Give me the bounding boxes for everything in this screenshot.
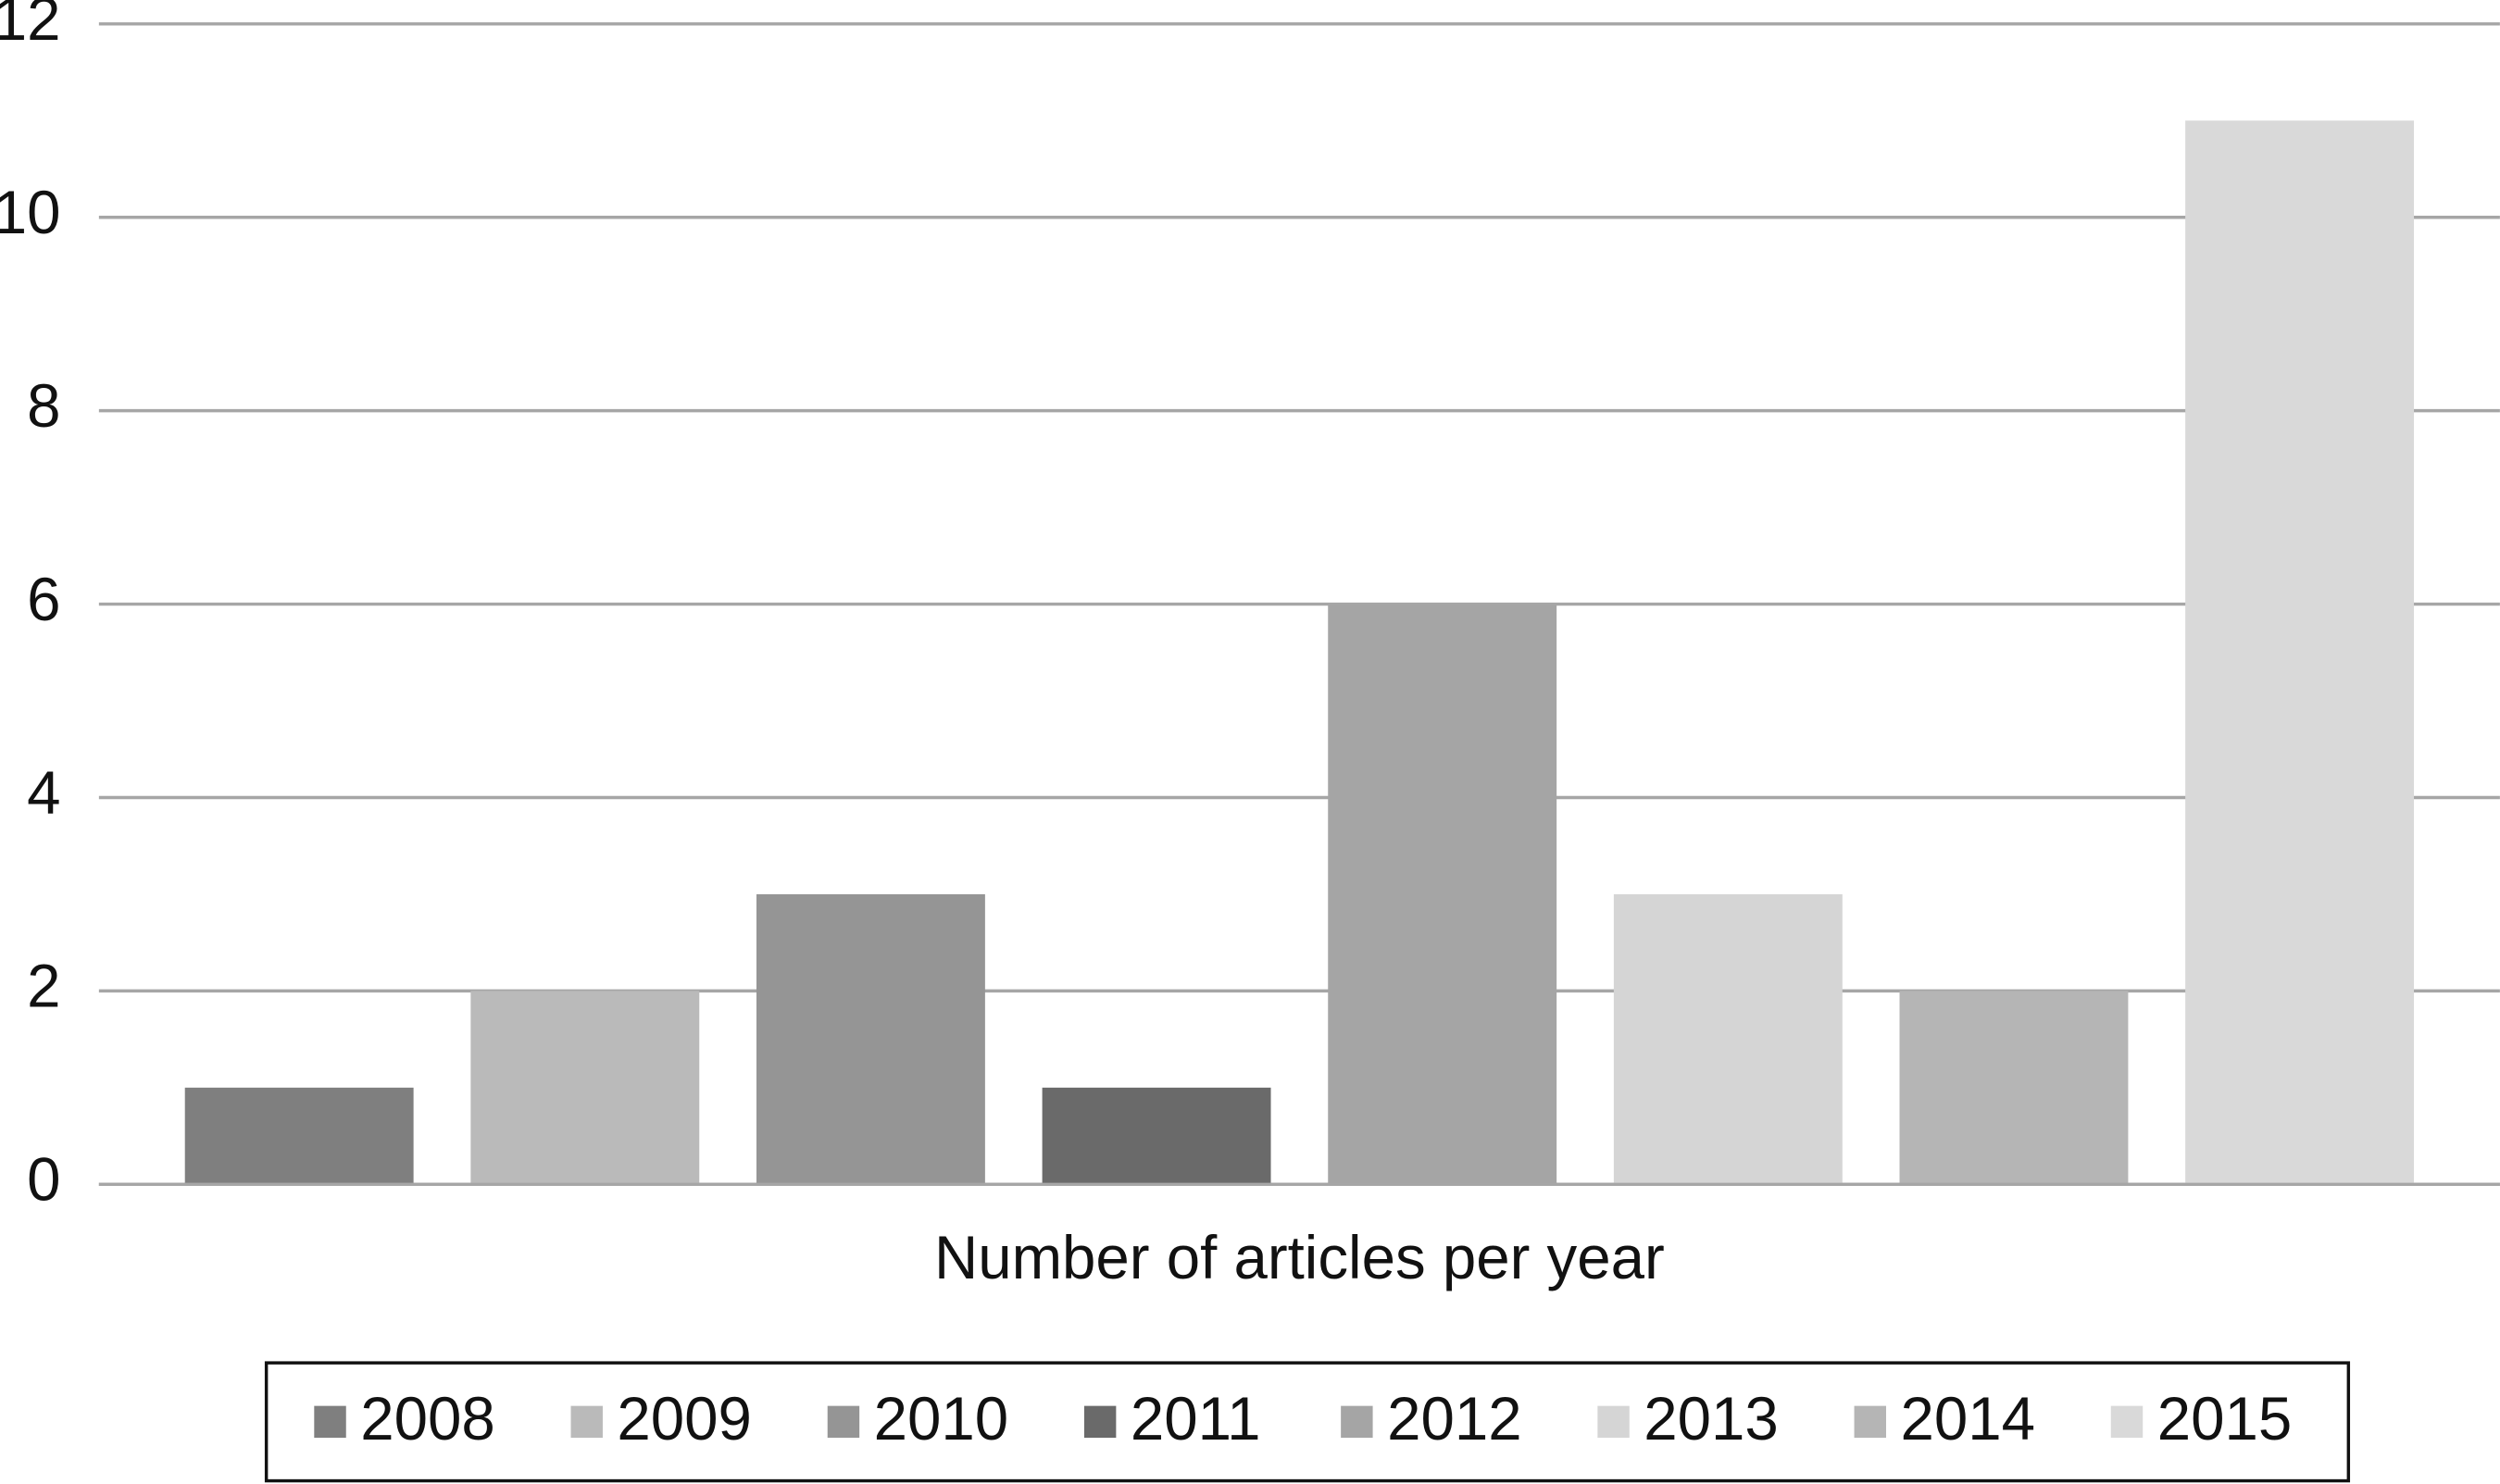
- legend-label: 2013: [1644, 1385, 1779, 1453]
- legend-label: 2008: [360, 1385, 495, 1453]
- legend-swatch: [314, 1405, 346, 1439]
- legend-box: [264, 1361, 2351, 1483]
- legend-label: 2012: [1387, 1385, 1522, 1453]
- bar: [470, 991, 700, 1185]
- legend-swatch: [1341, 1405, 1373, 1439]
- legend-label: 2009: [617, 1385, 752, 1453]
- legend-swatch: [1597, 1405, 1630, 1439]
- legend-label: 2015: [2157, 1385, 2293, 1453]
- y-tick-label: 2: [27, 953, 60, 1020]
- y-tick-label: 8: [27, 372, 60, 440]
- legend-swatch: [827, 1405, 860, 1439]
- legend-label: 2014: [1900, 1385, 2035, 1453]
- y-tick-label: 10: [0, 179, 61, 246]
- x-tick-label: Number of articles per year: [934, 1224, 1665, 1291]
- legend-swatch: [570, 1405, 603, 1439]
- legend-swatch: [2110, 1405, 2144, 1439]
- legend-swatch: [1854, 1405, 1886, 1439]
- bar: [1613, 893, 1843, 1185]
- bar: [184, 1087, 414, 1185]
- bar: [1042, 1087, 1271, 1185]
- legend-label: 2010: [874, 1385, 1009, 1453]
- bar: [1899, 991, 2129, 1185]
- legend-swatch: [1083, 1405, 1117, 1439]
- legend-label: 2011: [1131, 1385, 1261, 1453]
- y-tick-label: 4: [27, 759, 60, 827]
- bar: [2185, 120, 2415, 1185]
- y-tick-label: 0: [27, 1146, 60, 1214]
- y-tick-label: 12: [0, 0, 61, 53]
- bar: [1328, 604, 1557, 1185]
- y-tick-label: 6: [27, 566, 60, 633]
- bar: [756, 893, 985, 1185]
